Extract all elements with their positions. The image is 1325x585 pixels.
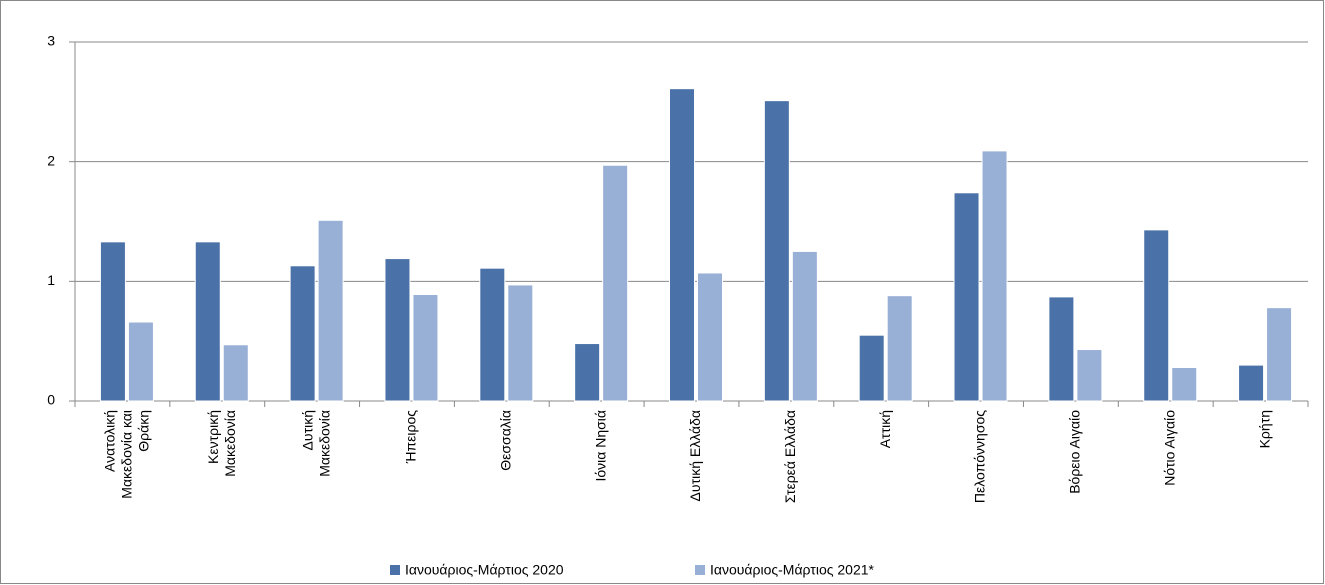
x-tick-label: Θεσσαλία <box>498 410 514 471</box>
bar <box>317 219 344 402</box>
bar <box>669 88 695 402</box>
bar <box>127 321 154 402</box>
x-tick-label: Νότιο Αιγαίο <box>1161 410 1177 486</box>
y-tick-label: 3 <box>47 33 55 49</box>
bar <box>99 241 126 402</box>
x-tick-label: Δυτική Ελλάδα <box>687 410 703 501</box>
x-tick-label: Στερεά Ελλάδα <box>782 410 798 503</box>
bar <box>1048 296 1075 402</box>
bar <box>412 293 439 402</box>
x-tick-label: Ήπειρος <box>403 410 419 464</box>
bar <box>1143 229 1170 402</box>
y-tick-label: 2 <box>47 152 55 168</box>
x-tick-label: ΔυτικήΜακεδονία <box>299 410 332 477</box>
bar <box>384 258 411 402</box>
bar <box>697 272 723 402</box>
bar <box>479 267 506 402</box>
x-tick-label: Αττική <box>877 410 893 448</box>
legend-label: Ιανουάριος-Μάρτιος 2020 <box>405 562 564 578</box>
x-tick-label: ΑνατολικήΜακεδονία καιΘράκη <box>101 410 151 499</box>
bar <box>763 100 790 402</box>
bar <box>981 150 1008 402</box>
bar <box>507 284 534 402</box>
y-tick-label: 1 <box>47 272 55 288</box>
x-tick-label: Βόρειο Αιγαίο <box>1067 410 1083 494</box>
bar <box>886 295 913 402</box>
x-tick-label: ΚεντρικήΜακεδονία <box>204 410 237 477</box>
legend-label: Ιανουάριος-Μάρτιος 2021* <box>710 562 875 578</box>
bar <box>289 265 316 402</box>
x-tick-label: Ιόνια Νησιά <box>592 410 608 482</box>
y-tick-label: 0 <box>47 392 55 408</box>
x-tick-label: Πελοπόννησος <box>972 410 988 503</box>
bar <box>1266 307 1293 402</box>
bar <box>574 343 601 402</box>
bar <box>1076 349 1103 402</box>
bar <box>791 250 818 402</box>
x-tick-label: Κρήτη <box>1256 410 1272 448</box>
bar <box>1171 366 1198 402</box>
bar <box>222 344 249 402</box>
bar <box>194 241 221 402</box>
legend-swatch <box>390 565 400 575</box>
bar <box>858 334 885 402</box>
bar <box>602 164 629 402</box>
bar <box>1238 364 1265 402</box>
legend-swatch <box>695 565 705 575</box>
bar <box>953 192 980 402</box>
